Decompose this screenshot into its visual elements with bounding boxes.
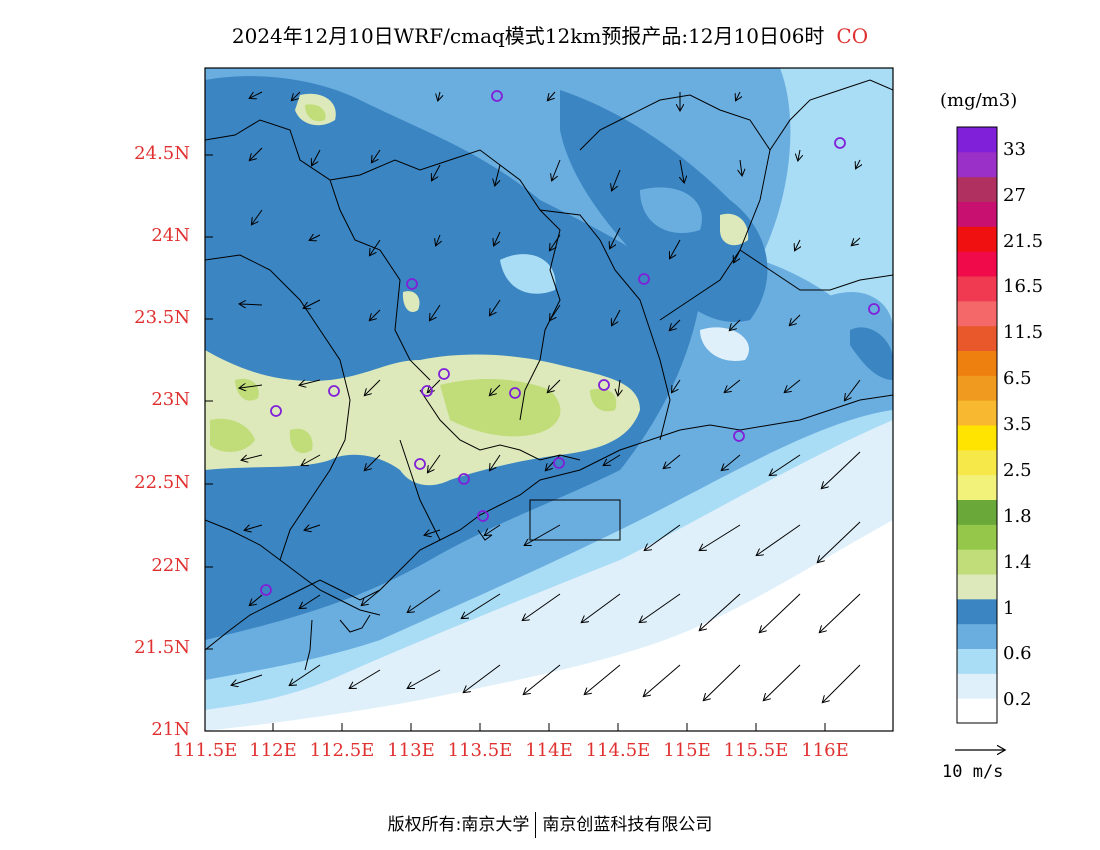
colorbar-label: 1 [1003,598,1015,619]
colorbar-swatch [957,325,997,351]
colorbar-label: 21.5 [1003,231,1044,252]
admin-boundaries [205,79,893,671]
lon-tick-label: 116E [801,740,849,761]
map-title: 2024年12月10日WRF/cmaq模式12km预报产品:12月10日06时 C… [0,20,1100,49]
colorbar-swatch [957,449,997,476]
colorbar-swatch [957,574,997,600]
colorbar [957,127,997,724]
species-label: CO [836,24,869,48]
colorbar-swatch [957,350,997,376]
lon-tick-label: 114E [525,740,573,761]
lon-tick-label: 115E [663,740,711,761]
colorbar-swatch [957,524,997,550]
station-circle-icon [260,90,880,596]
lon-tick-label: 111.5E [172,740,238,761]
colorbar-swatch [957,549,997,575]
colorbar-swatch [957,474,997,500]
wind-reference-label: 10 m/s [942,762,1004,782]
copyright-org2: 南京创蓝科技有限公司 [542,815,713,835]
colorbar-unit: (mg/m3) [940,90,1018,111]
colorbar-label: 6.5 [1003,368,1032,389]
lat-tick-label: 24.5N [134,143,190,164]
colorbar-swatch [957,201,997,227]
title-text: 2024年12月10日WRF/cmaq模式12km预报产品:12月10日06时 [231,24,825,48]
colorbar-label: 11.5 [1003,322,1044,343]
colorbar-swatch [957,226,997,252]
colorbar-label: 2.5 [1003,460,1032,481]
colorbar-swatch [957,598,997,625]
colorbar-label: 1.4 [1003,552,1032,573]
wind-vectors [232,91,860,702]
copyright-divider [535,812,537,838]
colorbar-label: 3.5 [1003,414,1032,435]
concentration-field [205,68,893,731]
colorbar-swatch [957,300,997,327]
copyright-footer: 版权所有:南京大学 南京创蓝科技有限公司 [0,810,1100,838]
colorbar-swatch [957,425,997,451]
lon-tick-label: 113.5E [447,740,513,761]
colorbar-swatch [957,251,997,277]
colorbar-label: 1.8 [1003,506,1032,527]
colorbar-swatch [957,176,997,202]
lat-tick-label: 24N [151,225,190,246]
lat-tick-label: 21N [151,719,190,740]
colorbar-swatch [957,127,997,153]
colorbar-label: 16.5 [1003,276,1044,297]
colorbar-swatch [957,698,997,724]
colorbar-swatch [957,499,997,525]
lon-tick-label: 112.5E [309,740,375,761]
lon-tick-label: 112E [249,740,297,761]
axis-ticks [205,154,826,731]
lon-tick-label: 114.5E [585,740,651,761]
colorbar-swatch [957,623,997,649]
colorbar-swatch [957,400,997,426]
colorbar-label: 0.2 [1003,689,1032,710]
colorbar-swatch [957,648,997,674]
lon-tick-label: 115.5E [723,740,789,761]
colorbar-frame [956,126,998,724]
lon-tick-label: 113E [387,740,435,761]
colorbar-swatch [957,276,997,302]
copyright-org1: 南京大学 [461,815,530,835]
colorbar-swatch [957,375,997,401]
colorbar-swatch [957,151,997,178]
colorbar-label: 27 [1003,185,1026,206]
lat-tick-label: 22N [151,555,190,576]
copyright-prefix: 版权所有: [387,815,462,835]
lat-tick-label: 23.5N [134,307,190,328]
lat-tick-label: 21.5N [134,637,190,658]
colorbar-label: 0.6 [1003,643,1032,664]
lat-tick-label: 22.5N [134,472,190,493]
colorbar-swatch [957,673,997,699]
lat-tick-label: 23N [151,389,190,410]
colorbar-label: 33 [1003,139,1026,160]
